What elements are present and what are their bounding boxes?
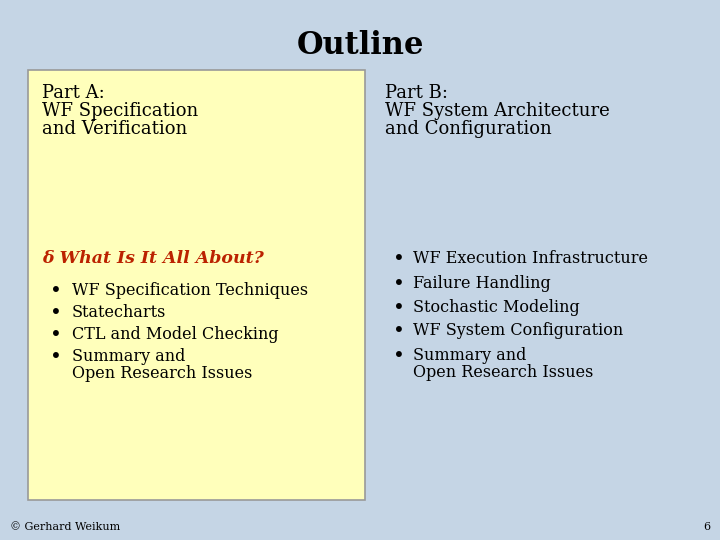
Text: Outline: Outline: [296, 30, 424, 61]
Text: and Configuration: and Configuration: [385, 120, 552, 138]
Text: and Verification: and Verification: [42, 120, 187, 138]
Text: © Gerhard Weikum: © Gerhard Weikum: [10, 522, 120, 532]
Bar: [28, 70, 365, 500]
Text: WF Specification Techniques: WF Specification Techniques: [72, 282, 308, 299]
Text: WF Specification: WF Specification: [42, 102, 198, 120]
Text: Statecharts: Statecharts: [72, 304, 166, 321]
Text: Stochastic Modeling: Stochastic Modeling: [413, 299, 580, 316]
Text: •: •: [50, 304, 62, 323]
Text: •: •: [50, 326, 62, 345]
Text: •: •: [393, 299, 405, 318]
Text: CTL and Model Checking: CTL and Model Checking: [72, 326, 279, 343]
Text: •: •: [50, 282, 62, 301]
Text: Summary and: Summary and: [413, 347, 526, 364]
Text: WF System Configuration: WF System Configuration: [413, 322, 624, 339]
Text: •: •: [393, 322, 405, 341]
Text: Open Research Issues: Open Research Issues: [413, 364, 593, 381]
Text: •: •: [393, 250, 405, 269]
Text: Part B:: Part B:: [385, 84, 448, 102]
Text: Summary and: Summary and: [72, 348, 185, 365]
Text: Part A:: Part A:: [42, 84, 104, 102]
Text: •: •: [50, 348, 62, 367]
Text: •: •: [393, 347, 405, 366]
Text: Failure Handling: Failure Handling: [413, 275, 551, 292]
Text: 6: 6: [703, 522, 710, 532]
Text: •: •: [393, 275, 405, 294]
Text: Open Research Issues: Open Research Issues: [72, 365, 253, 382]
Text: WF Execution Infrastructure: WF Execution Infrastructure: [413, 250, 648, 267]
Text: WF System Architecture: WF System Architecture: [385, 102, 610, 120]
Text: δ What Is It All About?: δ What Is It All About?: [42, 250, 264, 267]
